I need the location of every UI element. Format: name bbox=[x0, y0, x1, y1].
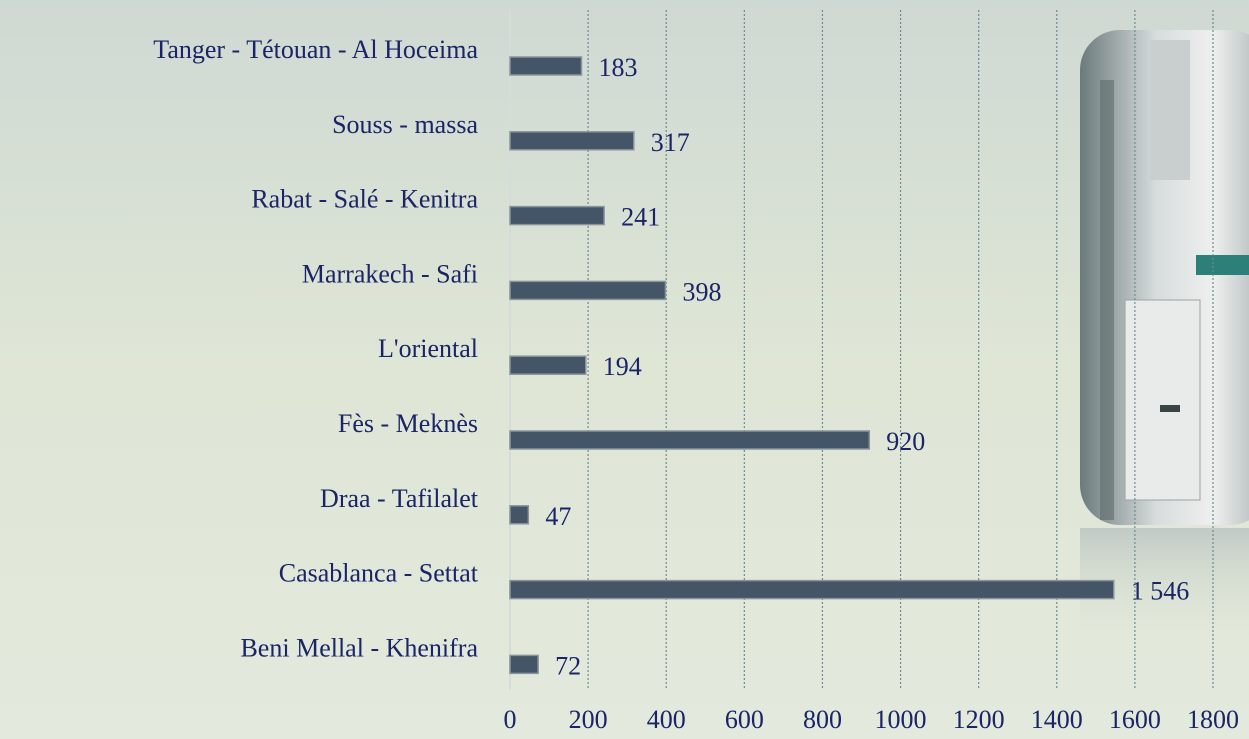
value-label: 1 546 bbox=[1131, 577, 1190, 606]
value-label: 194 bbox=[603, 352, 642, 381]
chart: 0 200 400 600 800 1000 1200 1400 1600 1800 Tanger … bbox=[0, 0, 1249, 739]
bar bbox=[510, 506, 528, 524]
bar bbox=[510, 132, 634, 150]
category-label: Souss - massa bbox=[332, 110, 478, 139]
category-label: Fès - Meknès bbox=[338, 409, 478, 438]
value-label: 398 bbox=[682, 277, 721, 306]
x-tick-label: 1000 bbox=[875, 705, 927, 734]
x-tick-label: 1800 bbox=[1187, 705, 1239, 734]
value-label: 920 bbox=[886, 427, 925, 456]
bar bbox=[510, 207, 604, 225]
category-label: Rabat - Salé - Kenitra bbox=[251, 185, 478, 214]
x-tick-label: 400 bbox=[647, 705, 686, 734]
x-tick-label: 600 bbox=[725, 705, 764, 734]
x-tick-label: 1200 bbox=[953, 705, 1005, 734]
category-label: Beni Mellal - Khenifra bbox=[240, 633, 478, 662]
category-label: Draa - Tafilalet bbox=[320, 484, 479, 513]
photo bbox=[1080, 30, 1249, 648]
x-tick-label: 1400 bbox=[1031, 705, 1083, 734]
value-label: 72 bbox=[555, 651, 581, 680]
bar bbox=[510, 356, 586, 374]
value-label: 241 bbox=[621, 203, 660, 232]
bar bbox=[510, 57, 581, 75]
value-label: 317 bbox=[651, 128, 690, 157]
x-tick-label: 800 bbox=[803, 705, 842, 734]
bar bbox=[510, 281, 665, 299]
bar bbox=[510, 431, 869, 449]
bar bbox=[510, 655, 538, 673]
x-tick-label: 200 bbox=[569, 705, 608, 734]
category-label: L'oriental bbox=[378, 334, 478, 363]
value-label: 47 bbox=[545, 502, 571, 531]
x-tick-label: 0 bbox=[504, 705, 517, 734]
bar bbox=[510, 581, 1114, 599]
category-label: Casablanca - Settat bbox=[279, 559, 479, 588]
value-label: 183 bbox=[598, 53, 637, 82]
category-label: Marrakech - Safi bbox=[302, 259, 478, 288]
category-label: Tanger - Tétouan - Al Hoceima bbox=[153, 35, 478, 64]
x-tick-label: 1600 bbox=[1109, 705, 1161, 734]
